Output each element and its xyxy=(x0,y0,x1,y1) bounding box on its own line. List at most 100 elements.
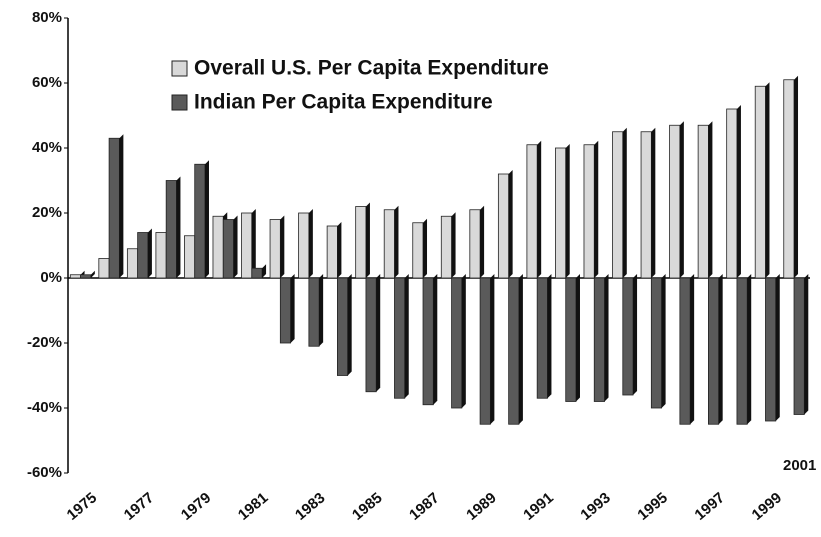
bar xyxy=(80,274,92,279)
bar xyxy=(326,225,338,279)
bar xyxy=(526,144,538,279)
bar-side xyxy=(337,222,342,278)
bar xyxy=(337,277,349,376)
bar-side xyxy=(736,105,741,278)
bar xyxy=(593,277,605,402)
bar xyxy=(508,277,520,425)
bar-side xyxy=(394,205,399,278)
x-tick-label: 1997 xyxy=(692,489,728,523)
y-tick-label: 80% xyxy=(32,9,62,26)
bar xyxy=(212,215,224,279)
bar xyxy=(308,277,320,347)
bar-side xyxy=(794,75,799,278)
bar-side xyxy=(622,127,627,278)
bar-side xyxy=(594,140,599,278)
bar xyxy=(440,215,452,279)
bar xyxy=(697,124,709,279)
bar xyxy=(98,258,110,279)
x-tick-label: 1993 xyxy=(577,489,613,523)
bar-side xyxy=(775,274,780,421)
bar-side xyxy=(480,205,485,278)
bar xyxy=(536,277,548,399)
bar-side xyxy=(747,274,752,425)
bar-side xyxy=(651,127,656,278)
bar-side xyxy=(765,82,770,278)
y-tick-label: -40% xyxy=(27,399,62,416)
bar-side xyxy=(319,274,324,347)
bar xyxy=(422,277,434,406)
bar xyxy=(679,277,691,425)
x-tick-label: 1979 xyxy=(178,489,214,523)
y-tick-label: 40% xyxy=(32,139,62,156)
bar xyxy=(622,277,634,396)
bar xyxy=(383,209,395,279)
bar-side xyxy=(604,274,609,402)
bar-side xyxy=(690,274,695,425)
bar-side xyxy=(233,215,238,278)
bar-side xyxy=(262,264,267,278)
bar xyxy=(783,79,795,279)
bar-side xyxy=(308,209,313,278)
bar-side xyxy=(461,274,466,408)
bar xyxy=(650,277,663,409)
bar xyxy=(394,277,406,399)
y-tick-label: 20% xyxy=(32,204,62,221)
y-tick-label: -60% xyxy=(27,464,62,481)
bar-side xyxy=(804,274,809,415)
bar-side xyxy=(633,274,638,395)
bar-side xyxy=(204,160,209,278)
bar xyxy=(765,277,777,422)
bar xyxy=(269,219,281,279)
bar xyxy=(469,209,481,279)
bar-side xyxy=(718,274,723,425)
bar-side xyxy=(433,274,438,405)
bar-side xyxy=(347,274,352,376)
bar xyxy=(194,163,206,279)
bar xyxy=(126,248,139,279)
bar xyxy=(479,277,491,425)
bar-side xyxy=(376,274,381,392)
legend-swatch xyxy=(171,94,188,111)
bar-side xyxy=(147,228,152,278)
x-tick-label: 1987 xyxy=(406,489,442,523)
bar-side xyxy=(280,215,285,278)
x-tick-label: 1999 xyxy=(749,489,785,523)
bar-side xyxy=(575,274,580,402)
y-tick-label: 0% xyxy=(40,269,62,286)
bar xyxy=(241,212,253,279)
bar xyxy=(555,147,567,279)
bar-side xyxy=(176,176,181,278)
bar xyxy=(165,180,177,279)
bar-side xyxy=(365,202,370,278)
x-tick-label: 1983 xyxy=(292,489,328,523)
bar xyxy=(612,131,624,279)
bar-side xyxy=(518,274,523,425)
y-tick-label: 60% xyxy=(32,74,62,91)
bar xyxy=(222,219,234,279)
bar-side xyxy=(404,274,409,399)
bar xyxy=(298,212,310,279)
legend-swatch xyxy=(171,60,188,77)
bar-side xyxy=(661,274,666,408)
bar-side xyxy=(565,144,570,278)
bar xyxy=(583,144,595,279)
bar-side xyxy=(119,134,124,278)
y-tick-label: -20% xyxy=(27,334,62,351)
bar xyxy=(137,232,149,279)
bar-side xyxy=(537,140,542,278)
bar xyxy=(184,235,196,279)
annotation: 2001 xyxy=(783,457,816,474)
bar-side xyxy=(679,121,684,278)
bar xyxy=(565,277,577,402)
x-tick-label: 1989 xyxy=(463,489,499,523)
bar-side xyxy=(451,212,456,278)
bar xyxy=(754,85,766,279)
legend-label: Indian Per Capita Expenditure xyxy=(194,91,493,114)
x-tick-label: 1995 xyxy=(634,489,670,523)
bar xyxy=(69,274,81,279)
x-tick-label: 1985 xyxy=(349,489,385,523)
bar-side xyxy=(708,121,713,278)
bar-side xyxy=(423,218,428,278)
bar-side xyxy=(290,274,295,343)
